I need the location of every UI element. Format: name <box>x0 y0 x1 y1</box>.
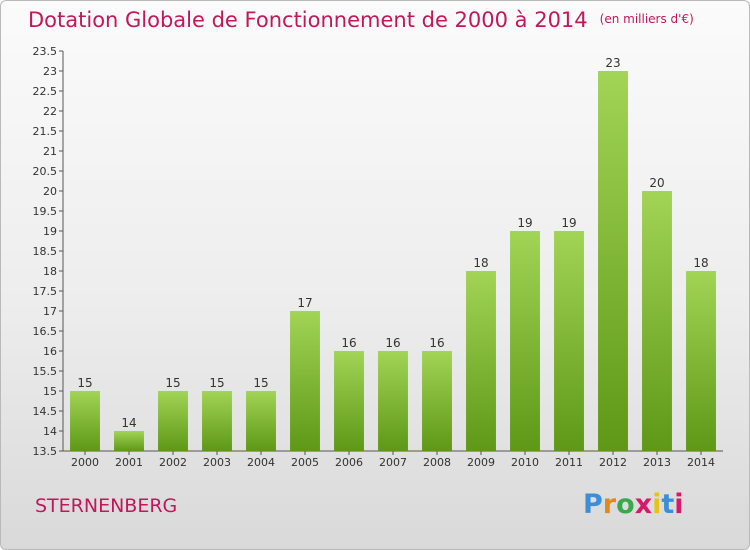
x-tick-label: 2006 <box>335 456 363 469</box>
logo-letter: x <box>634 489 653 520</box>
y-tick-label: 15.5 <box>33 365 58 378</box>
bar <box>158 391 188 451</box>
bar <box>422 351 452 451</box>
y-tick-label: 13.5 <box>33 445 58 458</box>
bar <box>466 271 496 451</box>
x-tick-label: 2012 <box>599 456 627 469</box>
y-tick-label: 20.5 <box>33 165 58 178</box>
chart-title-text: Dotation Globale de Fonctionnement de 20… <box>28 8 588 32</box>
x-tick-label: 2013 <box>643 456 671 469</box>
bar <box>686 271 716 451</box>
x-tick-label: 2002 <box>159 456 187 469</box>
proxiti-logo: Proxiti <box>583 489 684 520</box>
y-tick-label: 16.5 <box>33 325 58 338</box>
x-tick-label: 2004 <box>247 456 275 469</box>
y-tick-label: 18 <box>43 265 57 278</box>
y-tick-label: 20 <box>43 185 57 198</box>
bar <box>246 391 276 451</box>
bar <box>554 231 584 451</box>
chart-title: Dotation Globale de Fonctionnement de 20… <box>28 8 694 32</box>
data-label: 16 <box>385 336 400 350</box>
data-label: 19 <box>561 216 576 230</box>
bar <box>598 71 628 451</box>
commune-name: STERNENBERG <box>35 495 178 517</box>
x-tick-label: 2010 <box>511 456 539 469</box>
logo-letter: i <box>652 489 662 520</box>
x-tick-label: 2003 <box>203 456 231 469</box>
logo-letter: r <box>602 489 617 520</box>
x-tick-label: 2011 <box>555 456 583 469</box>
data-label: 19 <box>517 216 532 230</box>
bar <box>642 191 672 451</box>
y-tick-label: 14.5 <box>33 405 58 418</box>
x-tick-label: 2005 <box>291 456 319 469</box>
y-tick-label: 22 <box>43 105 57 118</box>
data-label: 16 <box>429 336 444 350</box>
data-label: 18 <box>473 256 488 270</box>
data-label: 15 <box>165 376 180 390</box>
labels-group: 15 14 15 15 15 17 16 16 16 18 19 19 23 20 18 <box>77 56 708 430</box>
logo-letter: t <box>661 489 675 520</box>
y-tick-label: 19.5 <box>33 205 58 218</box>
x-tick-label: 2001 <box>115 456 143 469</box>
data-label: 15 <box>77 376 92 390</box>
y-tick-label: 17.5 <box>33 285 58 298</box>
bar <box>334 351 364 451</box>
y-tick-label: 21 <box>43 145 57 158</box>
x-tick-label: 2014 <box>687 456 715 469</box>
y-tick-label: 15 <box>43 385 57 398</box>
bar <box>114 431 144 451</box>
y-tick-label: 19 <box>43 225 57 238</box>
y-tick-label: 14 <box>43 425 57 438</box>
x-tick-label: 2000 <box>71 456 99 469</box>
bar <box>378 351 408 451</box>
y-tick-label: 18.5 <box>33 245 58 258</box>
data-label: 23 <box>605 56 620 70</box>
x-tick-label: 2009 <box>467 456 495 469</box>
logo-letter: i <box>674 489 684 520</box>
y-tick-label: 23 <box>43 65 57 78</box>
data-label: 17 <box>297 296 312 310</box>
logo-letter: P <box>583 489 603 520</box>
bar <box>290 311 320 451</box>
y-tick-label: 23.5 <box>33 45 58 58</box>
axes: 13.5 14 14.5 15 15.5 16 16.5 17 17.5 18 18.5 19 19.5… <box>33 45 723 469</box>
y-tick-label: 16 <box>43 345 57 358</box>
x-tick-label: 2008 <box>423 456 451 469</box>
y-tick-label: 22.5 <box>33 85 58 98</box>
data-label: 18 <box>693 256 708 270</box>
bars-group <box>70 71 716 451</box>
data-label: 16 <box>341 336 356 350</box>
data-label: 15 <box>209 376 224 390</box>
chart-units: (en milliers d'€) <box>599 12 694 26</box>
x-tick-label: 2007 <box>379 456 407 469</box>
bar <box>510 231 540 451</box>
y-tick-label: 21.5 <box>33 125 58 138</box>
data-label: 20 <box>649 176 664 190</box>
y-tick-label: 17 <box>43 305 57 318</box>
logo-letter: o <box>616 489 635 520</box>
bar <box>70 391 100 451</box>
bar <box>202 391 232 451</box>
data-label: 15 <box>253 376 268 390</box>
data-label: 14 <box>121 416 136 430</box>
